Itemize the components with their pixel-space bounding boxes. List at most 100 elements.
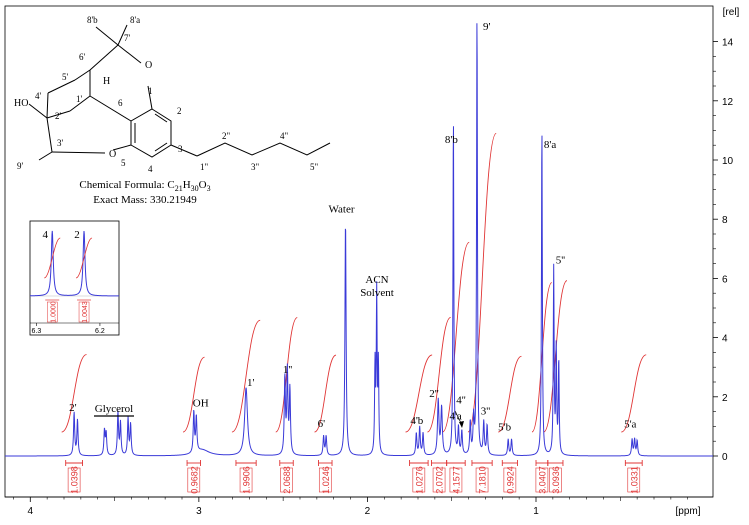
integral-curve [621,354,647,433]
bond-oh [28,103,48,119]
formula-h: H [183,179,191,191]
bond-c4p-c3p [46,92,49,119]
peak-label-line: Solvent [360,287,394,299]
pentyl-chain [196,142,331,157]
peak-label: 5'b [498,422,511,434]
bond-c1-o [147,85,153,110]
y-tick-label: 2 [722,393,728,404]
integral-curve [405,354,433,433]
integral-box [535,467,549,493]
atom-label-a1p: 1' [76,94,83,104]
inset-trace [29,230,119,297]
peak-label: 1'' [283,364,292,376]
inset-peak-label: 4 [43,229,49,241]
glycerol-label: Glycerol [95,403,133,415]
x-tick-label: 3 [196,506,202,517]
atom-label-c1: 1" [200,162,209,172]
x-axis-unit: [ppm] [675,506,700,517]
integral-value: 2.0702 [435,466,445,494]
arrow-4pp-head [459,421,464,428]
integral-box [627,467,641,493]
integral-curves [61,133,647,433]
integral-values: 1.0398 0.9682 1.9906 2.0688 1.0246 1.0276 2.07… [65,460,643,494]
atom-label-c3: 3" [251,162,260,172]
peak-label: 5'' [556,255,565,267]
integral-value: 4.1577 [451,466,461,494]
formula-o: O [199,179,207,191]
atom-label-a7: 7' [124,33,131,43]
integral-value: 0.9924 [505,466,515,494]
integral-value: 0.9682 [189,466,199,494]
arrow-4pp [454,410,464,428]
inset-ticks: 6.3 6.2 [31,323,105,335]
inset-tick-label: 6.2 [95,328,105,335]
y-axis: 0 2 4 6 8 10 12 14 [713,38,734,463]
bond-o2-c5 [112,144,132,151]
ring-double-bond-2 [154,142,168,152]
bond-c3-c1pp [170,144,198,157]
bond-c5p-c4p [47,79,76,94]
bond-c1p-c2p [69,95,91,112]
atom-label-a4p: 4' [35,91,42,101]
peak-label: 2' [69,402,77,414]
atom-label-a6p: 6' [79,52,86,62]
bond-o-c7 [117,44,142,64]
integral-curve [543,280,568,433]
inset-tick-label: 6.3 [31,328,41,335]
formula-prefix: Chemical Formula: C [79,179,174,191]
atom-label-r5: 5 [121,158,126,168]
atom-label-r3: 3 [178,144,183,154]
x-axis: 4 3 2 1 [13,497,689,517]
bond-c7-c6p [89,44,119,71]
bond-c7-c8a [117,24,128,46]
peak-label: 9' [483,21,491,33]
atom-label-r1: 1 [148,86,153,96]
peak-label: 3'' [481,405,490,417]
integral-box [187,467,201,493]
peak-label: Water [329,204,355,216]
bond-c3p-c3pp [46,117,53,153]
exact-mass: Exact Mass: 330.21949 [93,194,197,206]
plot-frame [4,5,714,498]
peak-label: 5'a [624,419,636,431]
peak-label: OH [193,398,209,410]
integral-curve [427,317,452,433]
atom-label-r6: 6 [118,98,123,108]
formula-sub-1: 21 [175,184,183,193]
bond-c3p-o2 [51,151,106,154]
formula-sub-3: 3 [207,184,211,193]
integral-curve [182,356,205,433]
integral-box [280,467,293,493]
inset-integral-value: 1.0000 [50,301,57,323]
inset-integral-box [78,301,90,323]
integral-value: 1.0331 [629,466,639,494]
atom-label-r4: 4 [148,164,153,174]
peak-label: 8'a [544,139,556,151]
atom-label-aO2: O [109,149,116,160]
integral-value: 7.1810 [478,466,488,494]
peak-label: 2'' [429,388,438,400]
y-tick-label: 4 [722,334,728,345]
integral-curve [467,133,497,433]
glycerol-annotation: Glycerol [94,403,134,417]
inset-integral-curve [43,237,61,279]
y-tick-label: 12 [722,97,734,108]
atom-label-a8a: 8'a [130,15,140,25]
y-tick-label: 0 [722,452,728,463]
atom-label-a3p: 3' [57,138,64,148]
integral-curve [442,241,470,433]
integral-box [549,467,562,493]
bond-c7-c8b [95,26,119,46]
y-tick-label: 10 [722,156,734,167]
integral-curve [498,355,522,433]
ring-double-bond-1 [154,113,168,123]
x-tick-label: 4 [28,506,34,517]
integral-value: 1.0398 [70,466,80,494]
integral-curve [231,319,261,433]
spectrum-trace [5,23,713,457]
integral-box [449,467,463,493]
integral-box [67,467,81,493]
